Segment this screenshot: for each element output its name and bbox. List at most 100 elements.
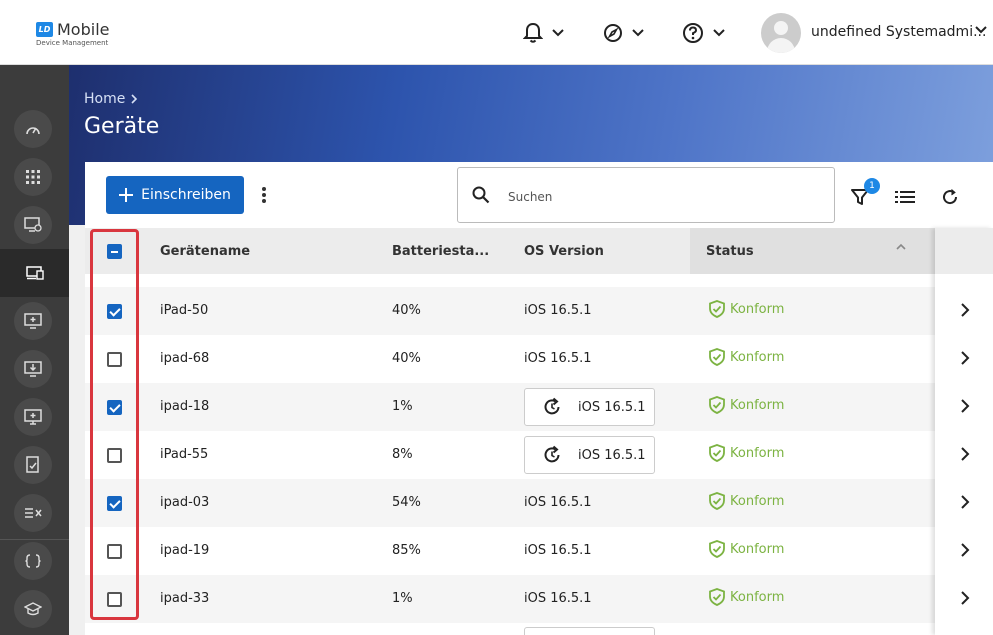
row-checkbox[interactable]: [107, 496, 122, 511]
device-add-icon: [24, 313, 42, 329]
device-name-cell[interactable]: ipad-33: [160, 591, 210, 606]
chevron-right-icon: [131, 94, 138, 104]
search-box[interactable]: [457, 167, 835, 223]
shield-check-icon: [709, 540, 725, 558]
sidebar-item-rules[interactable]: [14, 494, 52, 532]
sidebar-item-device-download[interactable]: [14, 350, 52, 388]
column-header-os-version[interactable]: OS Version: [524, 244, 604, 259]
table-row[interactable]: ipad-03 54% iOS 16.5.1 Konform: [85, 479, 935, 527]
search-input[interactable]: [508, 186, 808, 208]
chevron-down-icon: [632, 29, 644, 37]
enroll-button[interactable]: Einschreiben: [106, 176, 244, 214]
sidebar-item-training[interactable]: [14, 590, 52, 628]
table-row[interactable]: iPad-50 40% iOS 16.5.1 Konform: [85, 287, 935, 335]
row-details-button[interactable]: [960, 590, 970, 610]
row-checkbox[interactable]: [107, 592, 122, 607]
table-row[interactable]: ipad-19 85% iOS 16.5.1 Konform: [85, 527, 935, 575]
avatar[interactable]: [761, 13, 801, 53]
update-icon: [544, 445, 560, 463]
device-name-cell[interactable]: ipad-03: [160, 495, 210, 510]
chevron-right-icon: [961, 447, 970, 461]
row-checkbox[interactable]: [107, 544, 122, 559]
sidebar-item-compliance[interactable]: [14, 446, 52, 484]
row-details-button[interactable]: [960, 446, 970, 466]
compass-icon: [604, 24, 622, 42]
device-name-cell[interactable]: ipad-68: [160, 351, 210, 366]
chevron-right-icon: [961, 351, 970, 365]
help-button[interactable]: [682, 20, 725, 46]
logo-title: Mobile: [57, 20, 110, 39]
table-header: Gerätename Batteriesta... OS Version Sta…: [85, 228, 993, 274]
device-name-cell[interactable]: ipad-19: [160, 543, 210, 558]
sidebar-item-monitor-add[interactable]: [14, 398, 52, 436]
page-title: Geräte: [84, 114, 160, 139]
row-details-button[interactable]: [960, 542, 970, 562]
list-view-button[interactable]: [894, 186, 916, 208]
chevron-right-icon: [961, 495, 970, 509]
device-name-cell[interactable]: ipad-18: [160, 399, 210, 414]
logo-mark: LD: [36, 22, 53, 37]
sidebar-item-dashboard[interactable]: [14, 110, 52, 148]
sidebar-item-apps[interactable]: [14, 158, 52, 196]
row-checkbox[interactable]: [107, 304, 122, 319]
compliance-icon: [26, 456, 39, 473]
row-checkbox[interactable]: [107, 352, 122, 367]
more-options-button[interactable]: [258, 184, 270, 206]
breadcrumb: Home: [84, 91, 139, 107]
battery-cell: 1%: [392, 399, 413, 414]
shield-check-icon: [709, 588, 725, 606]
sidebar-item-device-settings[interactable]: [14, 206, 52, 244]
sidebar-item-device-add[interactable]: [14, 302, 52, 340]
device-name-cell[interactable]: iPad-50: [160, 303, 209, 318]
sort-ascending-icon[interactable]: [896, 243, 906, 251]
user-name[interactable]: undefined Systemadmi...: [811, 24, 987, 40]
row-details-button[interactable]: [960, 398, 970, 418]
notifications-button[interactable]: [523, 20, 564, 46]
os-version-cell: iOS 16.5.1: [524, 495, 592, 510]
status-badge: Konform: [709, 492, 784, 510]
chevron-down-icon: [713, 29, 725, 37]
row-details-button[interactable]: [960, 302, 970, 322]
status-label: Konform: [730, 301, 785, 317]
select-all-checkbox[interactable]: [107, 244, 122, 259]
status-badge: Konform: [709, 396, 784, 414]
row-details-button[interactable]: [960, 350, 970, 370]
row-checkbox[interactable]: [107, 448, 122, 463]
chevron-right-icon: [961, 543, 970, 557]
enroll-button-label: Einschreiben: [141, 187, 231, 203]
row-details-button[interactable]: [960, 494, 970, 514]
sidebar: [0, 65, 69, 635]
status-label: Konform: [730, 349, 785, 365]
chevron-right-icon: [961, 591, 970, 605]
table-row[interactable]: iPad-55 8% iOS 16.5.1 Konform: [85, 431, 935, 479]
chevron-down-icon[interactable]: [975, 26, 987, 34]
sidebar-item-devices[interactable]: [0, 249, 69, 297]
chevron-right-icon: [961, 303, 970, 317]
monitor-add-icon: [24, 409, 42, 425]
refresh-button[interactable]: [939, 186, 961, 208]
checkbox-column-highlight: [90, 229, 139, 620]
status-column-header-bg: [690, 228, 936, 274]
column-header-name[interactable]: Gerätename: [160, 244, 251, 259]
explore-button[interactable]: [603, 20, 644, 46]
column-header-status[interactable]: Status: [706, 244, 754, 259]
device-name-cell[interactable]: iPad-55: [160, 447, 209, 462]
os-version-cell: iOS 16.5.1: [524, 591, 592, 606]
logo[interactable]: LD Mobile Device Management: [36, 20, 116, 48]
table-row[interactable]: ipad-68 40% iOS 16.5.1 Konform: [85, 335, 935, 383]
table-row[interactable]: ipad-18 1% iOS 16.5.1 Konform: [85, 383, 935, 431]
row-checkbox[interactable]: [107, 400, 122, 415]
table-row[interactable]: ipad-33 1% iOS 16.5.1 Konform: [85, 575, 935, 623]
os-update-button[interactable]: iOS 16.5.1: [524, 436, 655, 474]
school-icon: [24, 602, 42, 616]
status-badge: Konform: [709, 444, 784, 462]
battery-cell: 1%: [392, 591, 413, 606]
devices-icon: [25, 266, 44, 280]
column-header-battery[interactable]: Batteriesta...: [392, 244, 490, 259]
device-download-icon: [24, 361, 42, 377]
sidebar-item-scripts[interactable]: [14, 542, 52, 580]
battery-cell: 85%: [392, 543, 421, 558]
breadcrumb-home[interactable]: Home: [84, 91, 126, 107]
search-icon: [472, 186, 490, 204]
os-update-button[interactable]: iOS 16.5.1: [524, 388, 655, 426]
